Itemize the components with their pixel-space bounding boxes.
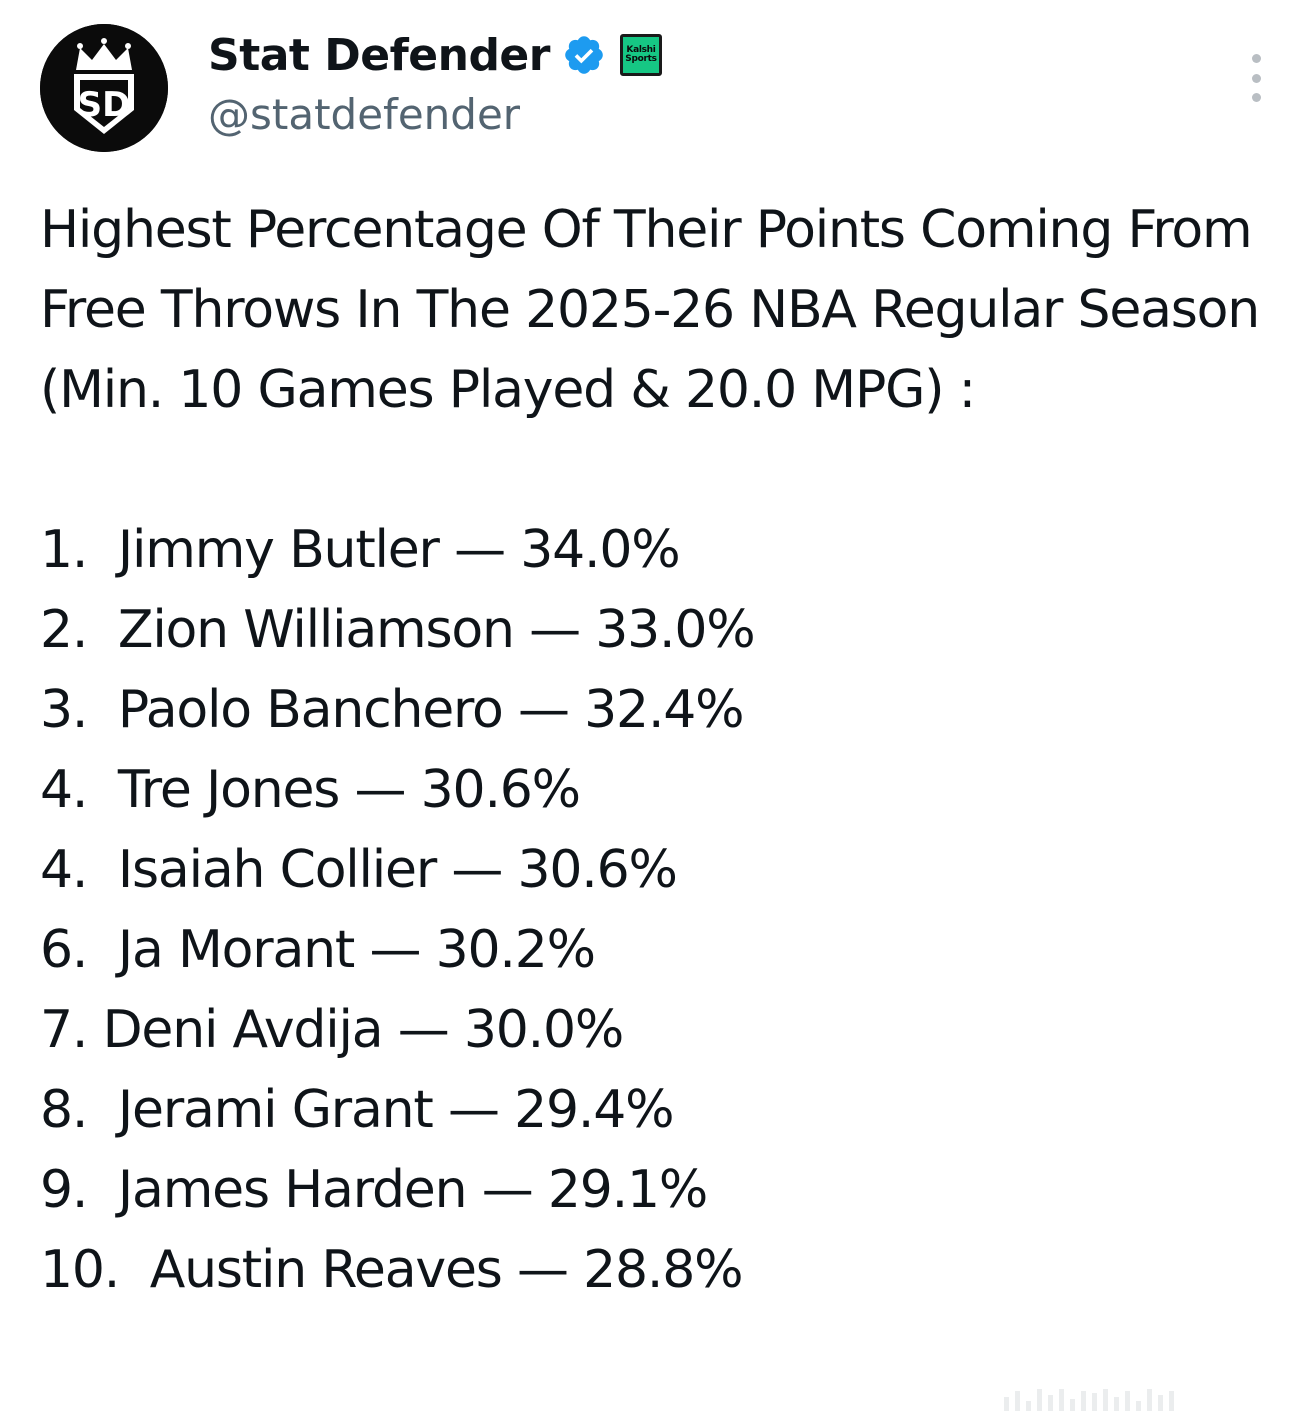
rank-number: 2.	[40, 600, 88, 660]
ranking-item: 10. Austin Reaves — 28.8%	[40, 1230, 1280, 1310]
sd-crown-logo-icon: SD	[40, 24, 168, 152]
separator-dash: —	[518, 680, 570, 740]
separator-dash: —	[451, 840, 503, 900]
player-name: James Harden	[117, 1160, 468, 1220]
rank-number: 9.	[40, 1160, 88, 1220]
ranking-item: 6. Ja Morant — 30.2%	[40, 910, 1280, 990]
rank-number: 8.	[40, 1080, 88, 1140]
rank-number: 3.	[40, 680, 88, 740]
percentage-value: 28.8%	[583, 1240, 743, 1300]
percentage-value: 34.0%	[520, 520, 680, 580]
ranking-item: 7. Deni Avdija — 30.0%	[40, 990, 1280, 1070]
ranking-item: 4. Tre Jones — 30.6%	[40, 750, 1280, 830]
player-name: Paolo Banchero	[117, 680, 504, 740]
player-name: Jerami Grant	[117, 1080, 434, 1140]
affiliate-line-1: Kalshi	[626, 45, 656, 55]
separator-dash: —	[529, 600, 581, 660]
player-name: Austin Reaves	[149, 1240, 503, 1300]
blank-line	[40, 430, 1280, 510]
percentage-value: 29.1%	[547, 1160, 708, 1220]
separator-dash: —	[397, 1000, 450, 1060]
more-options-icon[interactable]	[1244, 54, 1268, 102]
more-dot	[1251, 54, 1261, 63]
rank-number: 10.	[40, 1240, 120, 1300]
player-name: Tre Jones	[117, 760, 340, 820]
percentage-value: 30.6%	[420, 760, 581, 820]
avatar[interactable]: SD	[40, 24, 168, 152]
percentage-value: 33.0%	[595, 600, 755, 660]
percentage-value: 30.6%	[517, 840, 678, 900]
player-name: Ja Morant	[117, 920, 355, 980]
separator-dash: —	[354, 760, 407, 820]
separator-dash: —	[447, 1080, 500, 1140]
ranking-list: 1. Jimmy Butler — 34.0% 2. Zion Williamso…	[40, 510, 1280, 1310]
tweet-headline: Highest Percentage Of Their Points Comin…	[40, 200, 1260, 420]
more-dot	[1251, 93, 1261, 102]
rank-number: 1.	[40, 520, 88, 580]
ranking-item: 4. Isaiah Collier — 30.6%	[40, 830, 1280, 910]
rank-number: 4.	[40, 760, 88, 820]
percentage-value: 32.4%	[584, 680, 744, 740]
percentage-value: 29.4%	[514, 1080, 674, 1140]
player-name: Isaiah Collier	[117, 840, 437, 900]
ranking-item: 1. Jimmy Butler — 34.0%	[40, 510, 1280, 590]
rank-number: 4.	[40, 840, 88, 900]
display-name[interactable]: Stat Defender	[208, 29, 550, 81]
affiliate-line-2: Sports	[625, 54, 657, 64]
affiliate-badge[interactable]: Kalshi Sports	[619, 34, 662, 76]
percentage-value: 30.2%	[435, 920, 596, 980]
player-name: Jimmy Butler	[117, 520, 440, 580]
ranking-item: 8. Jerami Grant — 29.4%	[40, 1070, 1280, 1150]
ranking-item: 2. Zion Williamson — 33.0%	[40, 590, 1280, 670]
player-name: Zion Williamson	[117, 600, 515, 660]
tweet-text: Highest Percentage Of Their Points Comin…	[40, 190, 1280, 1310]
separator-dash: —	[481, 1160, 534, 1220]
separator-dash: —	[516, 1240, 569, 1300]
separator-dash: —	[454, 520, 506, 580]
name-row: Stat Defender Kalshi Sports	[208, 26, 662, 84]
author-handle[interactable]: @statdefender	[208, 90, 521, 139]
tweet-header: SD Stat Defender Kalshi Sports @statdefe…	[40, 24, 1280, 154]
author-block: Stat Defender Kalshi Sports @statdefende…	[208, 26, 662, 139]
separator-dash: —	[369, 920, 421, 980]
rank-number: 6.	[40, 920, 88, 980]
rank-number: 7.	[40, 1000, 88, 1060]
more-dot	[1251, 73, 1261, 83]
verified-badge-icon[interactable]	[562, 33, 606, 77]
watermark	[1004, 1385, 1284, 1411]
ranking-item: 3. Paolo Banchero — 32.4%	[40, 670, 1280, 750]
svg-text:SD: SD	[78, 85, 131, 125]
percentage-value: 30.0%	[463, 1000, 624, 1060]
player-name: Deni Avdija	[102, 1000, 384, 1060]
ranking-item: 9. James Harden — 29.1%	[40, 1150, 1280, 1230]
